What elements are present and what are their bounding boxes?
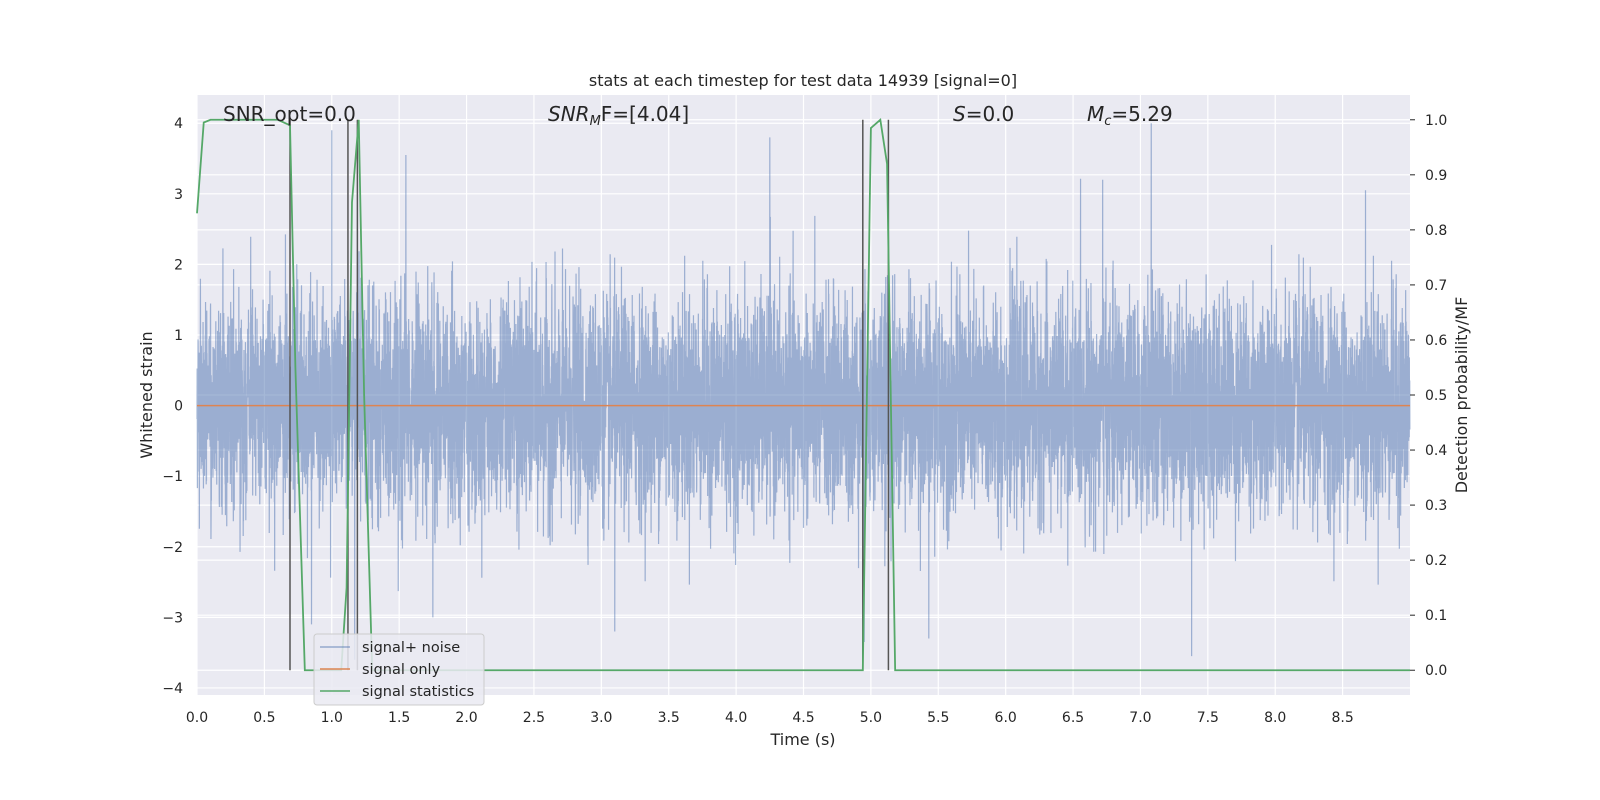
- y-tick-label: 3: [174, 187, 183, 203]
- mc-sub: c: [1104, 114, 1111, 129]
- legend-box: [313, 633, 485, 706]
- mc-annotation: Mc=5.29: [1087, 102, 1173, 129]
- y-tick-labels: 4 3 2 1 0 −1 −2 −3 −4: [162, 116, 183, 697]
- y-tick-label: −2: [162, 540, 183, 556]
- y-tick-label: 4: [174, 116, 183, 132]
- x-tick-label: 3.0: [590, 710, 612, 726]
- x-tick-label: 1.0: [321, 710, 343, 726]
- chart-title: stats at each timestep for test data 149…: [589, 71, 1017, 90]
- x-tick-label: 5.0: [860, 710, 882, 726]
- y2-tick-label: 1.0: [1425, 113, 1447, 129]
- y-tick-label: −4: [162, 681, 183, 697]
- y-tick-label: 1: [174, 328, 183, 344]
- x-tick-label: 6.5: [1062, 710, 1084, 726]
- x-tick-label: 4.0: [725, 710, 747, 726]
- x-tick-label: 8.5: [1331, 710, 1353, 726]
- legend-label-signal-noise: signal+ noise: [362, 640, 460, 656]
- mc-rest: =5.29: [1111, 102, 1172, 126]
- snr-mf-annotation: SNRMF=[4.04]: [548, 102, 689, 129]
- mc-base: M: [1087, 102, 1104, 126]
- x-tick-label: 6.0: [995, 710, 1017, 726]
- y2-tick-label: 0.1: [1425, 608, 1447, 624]
- x-tick-label: 5.5: [927, 710, 949, 726]
- legend-label-signal-statistics: signal statistics: [362, 684, 474, 700]
- signal-statistics-line: [196, 118, 1410, 672]
- x-tick-label: 7.0: [1129, 710, 1151, 726]
- x-tick-label: 3.5: [658, 710, 680, 726]
- snr-opt-annotation: SNR_opt=0.0: [223, 102, 356, 126]
- x-tick-label: 8.0: [1264, 710, 1286, 726]
- y2-axis-label: Detection probability/MF: [1452, 297, 1471, 494]
- x-tick-label: 7.5: [1197, 710, 1219, 726]
- y2-tick-label: 0.0: [1425, 663, 1447, 679]
- y2-tick-label: 0.9: [1425, 168, 1447, 184]
- series-signal-statistics: [196, 118, 1410, 672]
- x-axis-label: Time (s): [769, 730, 835, 749]
- x-tick-label: 1.5: [388, 710, 410, 726]
- y2-tick-label: 0.5: [1425, 388, 1447, 404]
- x-tick-label: 0.5: [253, 710, 275, 726]
- series-signal-noise: [196, 123, 1411, 660]
- x-tick-label: 2.0: [455, 710, 477, 726]
- snr-mf-rest: F=[4.04]: [601, 102, 689, 126]
- x-tick-label: 0.0: [186, 710, 208, 726]
- x-tick-label: 4.5: [792, 710, 814, 726]
- s-rest: =0.0: [966, 102, 1015, 126]
- legend-label-signal-only: signal only: [362, 662, 441, 678]
- y-tick-label: −1: [162, 469, 183, 485]
- y-axis-label: Whitened strain: [137, 331, 156, 458]
- snr-mf-sub: M: [590, 114, 601, 129]
- y2-tick-label: 0.4: [1425, 443, 1447, 459]
- y2-tick-label: 0.7: [1425, 278, 1447, 294]
- y2-tick-label: 0.2: [1425, 553, 1447, 569]
- legend: signal+ noise signal only signal statist…: [313, 633, 485, 706]
- y2-tick-label: 0.3: [1425, 498, 1447, 514]
- s-italic: S: [953, 102, 966, 126]
- y2-tick-label: 0.8: [1425, 223, 1447, 239]
- y2-tick-label: 0.6: [1425, 333, 1447, 349]
- y-tick-label: −3: [162, 610, 183, 626]
- s-annotation: S=0.0: [953, 102, 1014, 126]
- x-tick-label: 2.5: [523, 710, 545, 726]
- y2-tick-labels: 1.0 0.9 0.8 0.7 0.6 0.5 0.4 0.3 0.2 0.1 0.0: [1410, 113, 1447, 679]
- y-tick-label: 0: [174, 399, 183, 415]
- noise-line: [196, 123, 1411, 660]
- x-tick-labels: 0.0 0.5 1.0 1.5 2.0 2.5 3.0 3.5 4.0 4.5 5.0 5.5 6.0 6…: [186, 710, 1354, 726]
- snr-mf-base: SNR: [548, 102, 590, 126]
- y-tick-label: 2: [174, 257, 183, 273]
